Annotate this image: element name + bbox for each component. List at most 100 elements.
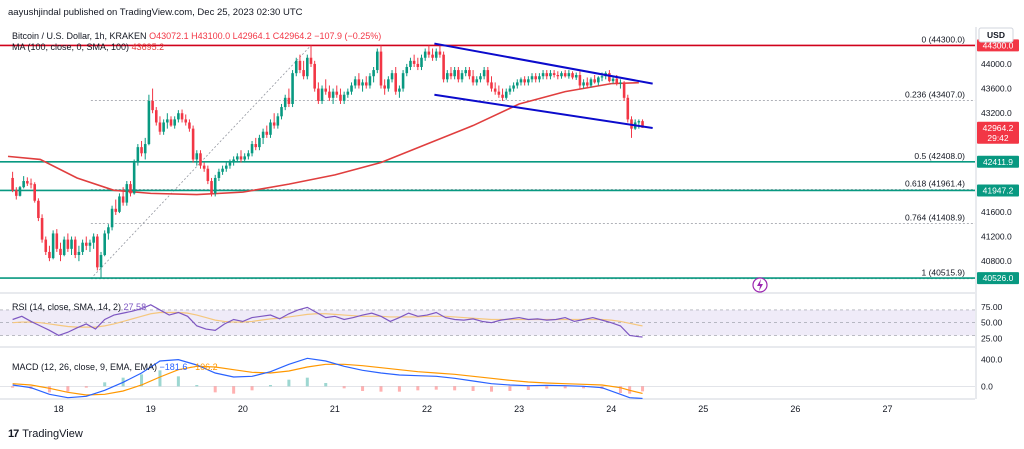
candle-body <box>243 156 246 160</box>
macd-histogram-bar <box>471 386 475 391</box>
macd-line <box>12 357 643 400</box>
candle-body <box>453 70 456 77</box>
candle-body <box>619 82 622 84</box>
candle-body <box>479 76 482 80</box>
macd-histogram-bar <box>563 386 567 389</box>
candle-body <box>471 76 475 83</box>
macd-histogram-bar <box>268 385 272 387</box>
candle-body <box>151 100 154 111</box>
x-axis-label: 24 <box>606 404 616 414</box>
candle-body <box>232 159 235 163</box>
candle-body <box>188 122 191 129</box>
macd-histogram-bar <box>379 386 383 392</box>
candle-body <box>582 82 585 86</box>
candle-body <box>600 76 604 78</box>
macd-histogram-bar <box>508 386 512 391</box>
candle-body <box>331 91 335 98</box>
candle-body <box>59 248 62 256</box>
x-axis-label: 23 <box>514 404 524 414</box>
macd-histogram-bar <box>305 377 309 387</box>
candle-body <box>166 119 169 123</box>
candle-body <box>177 113 180 120</box>
candle-body <box>265 131 269 135</box>
candle-body <box>221 168 224 172</box>
candle-body <box>317 88 320 101</box>
macd-tick-label: 400.0 <box>981 355 1003 365</box>
candle-body <box>431 54 434 58</box>
ma-legend: MA (100, close, 0, SMA, 100) 43695.2 <box>12 42 164 52</box>
candle-body <box>608 73 611 82</box>
candle-body <box>482 70 486 77</box>
candle-body <box>574 75 578 78</box>
currency-label: USD <box>987 30 1005 40</box>
macd-histogram-bar <box>66 386 70 392</box>
macd-histogram-bar <box>158 370 162 387</box>
candle-body <box>306 57 309 77</box>
candle-body <box>96 236 99 268</box>
candle-body <box>173 119 176 126</box>
price-label-bg <box>977 121 1019 144</box>
candle-body <box>324 88 328 92</box>
x-axis-label: 21 <box>330 404 340 414</box>
price-label: 44300.0 <box>983 40 1014 50</box>
candle-body <box>457 70 460 80</box>
macd-histogram-bar <box>582 386 586 389</box>
candle-body <box>530 76 534 80</box>
tradingview-footer[interactable]: 17 TradingView <box>8 428 83 440</box>
price-tick-label: 43600.0 <box>981 84 1012 94</box>
candle-body <box>114 208 118 212</box>
candle-body <box>339 94 342 101</box>
candle-body <box>593 79 596 83</box>
candle-body <box>387 79 390 89</box>
candle-body <box>468 70 471 77</box>
candle-body <box>283 97 287 108</box>
price-label: 42411.9 <box>983 157 1013 167</box>
candle-body <box>66 239 70 249</box>
candle-body <box>615 78 619 84</box>
candle-body <box>121 196 125 203</box>
candle-body <box>99 255 103 268</box>
macd-histogram-bar <box>641 386 645 392</box>
candle-body <box>515 82 519 86</box>
candle-body <box>103 233 106 256</box>
candle-body <box>239 156 243 160</box>
candle-body <box>372 70 375 77</box>
candle-body <box>302 70 305 77</box>
price-label: 40526.0 <box>983 273 1014 283</box>
rsi-tick-label: 25.00 <box>981 334 1003 344</box>
candle-body <box>589 79 593 86</box>
price-tick-label: 41200.0 <box>981 232 1012 242</box>
candle-body <box>585 82 589 86</box>
candle-body <box>409 60 412 67</box>
candle-body <box>18 187 22 196</box>
macd-histogram-bar <box>545 386 549 389</box>
candle-body <box>556 75 560 77</box>
candle-body <box>368 76 372 86</box>
candle-body <box>298 60 302 71</box>
candle-body <box>206 168 210 182</box>
fib-level-label: 0 (44300.0) <box>922 34 966 44</box>
countdown-label: 29:42 <box>987 133 1009 143</box>
candle-body <box>199 153 202 166</box>
candle-body <box>92 236 95 243</box>
candle-body <box>73 239 77 256</box>
macd-histogram-bar <box>490 386 493 392</box>
lightning-icon-glyph <box>757 279 763 291</box>
currency-box <box>978 27 1014 43</box>
candle-body <box>250 144 254 154</box>
candle-body <box>328 91 331 98</box>
candle-body <box>236 156 239 160</box>
candle-body <box>350 85 353 92</box>
candle-body <box>401 73 405 89</box>
macd-histogram-bar <box>47 386 51 393</box>
x-axis-label: 22 <box>422 404 432 414</box>
candle-body <box>191 128 195 160</box>
candle-body <box>81 242 84 252</box>
candle-body <box>552 73 556 76</box>
candle-body <box>493 88 497 92</box>
x-axis-label: 26 <box>790 404 800 414</box>
candle-body <box>276 116 280 126</box>
candle-body <box>202 165 206 169</box>
rsi-line <box>12 304 643 338</box>
